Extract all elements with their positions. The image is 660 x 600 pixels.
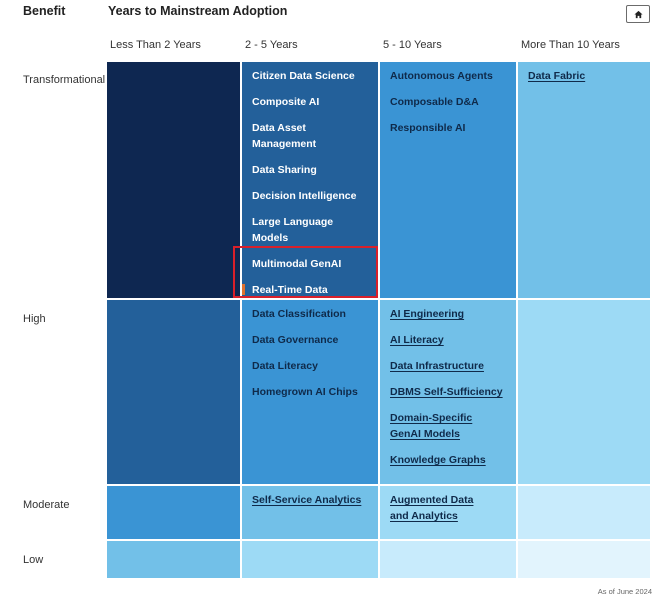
- cell-moderate-5-10-years: Augmented Data and Analytics: [380, 486, 516, 539]
- cell-transformational-2-5-years: Citizen Data Science Composite AI Data Ass…: [242, 62, 378, 298]
- cell-moderate-less-than-2-years: [107, 486, 240, 539]
- cell-high-2-5-years: Data Classification Data Governance Data L…: [242, 300, 378, 484]
- technology-augmented-data-and-analytics[interactable]: Augmented Data and Analytics: [390, 492, 486, 524]
- row-header-high: High: [23, 313, 46, 325]
- technology-data-literacy[interactable]: Data Literacy: [252, 358, 368, 374]
- cell-moderate-more-than-10-years: [518, 486, 650, 539]
- technology-label: Citizen Data Science: [252, 70, 355, 82]
- technology-label: DBMS Self-Sufficiency: [390, 386, 503, 398]
- benefit-axis-title: Benefit: [23, 4, 66, 18]
- home-icon: [633, 10, 643, 18]
- technology-label: Data Asset Management: [252, 122, 317, 150]
- column-header-5-10-years: 5 - 10 Years: [383, 39, 442, 51]
- cell-high-less-than-2-years: [107, 300, 240, 484]
- technology-real-time-data-management[interactable]: Real-Time Data Management: [242, 282, 348, 298]
- technology-composable-danda[interactable]: Composable D&A: [390, 94, 506, 110]
- cell-low-more-than-10-years: [518, 541, 650, 578]
- row-header-moderate: Moderate: [23, 499, 70, 511]
- technology-data-classification[interactable]: Data Classification: [252, 306, 368, 322]
- technology-label: Knowledge Graphs: [390, 454, 486, 466]
- technology-multimodal-genai[interactable]: Multimodal GenAI: [252, 256, 368, 272]
- cell-low-less-than-2-years: [107, 541, 240, 578]
- technology-domain-specific-genai-models[interactable]: Domain-Specific GenAI Models: [390, 410, 506, 442]
- technology-label: Large Language Models: [252, 216, 334, 244]
- technology-label: Data Classification: [252, 308, 346, 320]
- technology-ai-engineering[interactable]: AI Engineering: [390, 306, 506, 322]
- technology-data-governance[interactable]: Data Governance: [252, 332, 368, 348]
- technology-label: AI Literacy: [390, 334, 444, 346]
- as-of-date: As of June 2024: [597, 587, 652, 596]
- cell-moderate-2-5-years: Self-Service Analytics: [242, 486, 378, 539]
- technology-citizen-data-science[interactable]: Citizen Data Science: [252, 68, 368, 84]
- technology-dbms-self-sufficiency[interactable]: DBMS Self-Sufficiency: [390, 384, 506, 400]
- column-header-more-than-10-years: More Than 10 Years: [521, 39, 620, 51]
- technology-label: Augmented Data and Analytics: [390, 494, 474, 522]
- highlight-marker: [242, 284, 245, 295]
- row-header-low: Low: [23, 554, 44, 566]
- technology-label: Composable D&A: [390, 96, 479, 108]
- cell-transformational-less-than-2-years: [107, 62, 240, 298]
- technology-label: Decision Intelligence: [252, 190, 357, 202]
- technology-label: Data Governance: [252, 334, 339, 346]
- technology-label: Responsible AI: [390, 122, 466, 134]
- cell-high-more-than-10-years: [518, 300, 650, 484]
- technology-label: Data Infrastructure: [390, 360, 484, 372]
- technology-large-language-models[interactable]: Large Language Models: [252, 214, 368, 246]
- technology-label: Data Fabric: [528, 70, 586, 82]
- technology-data-sharing[interactable]: Data Sharing: [252, 162, 368, 178]
- technology-homegrown-ai-chips[interactable]: Homegrown AI Chips: [252, 384, 368, 400]
- technology-label: Autonomous Agents: [390, 70, 493, 82]
- cell-high-5-10-years: AI Engineering AI Literacy Data Infrastruc…: [380, 300, 516, 484]
- column-header-less-than-2-years: Less Than 2 Years: [110, 39, 201, 51]
- technology-responsible-ai[interactable]: Responsible AI: [390, 120, 506, 136]
- technology-data-infrastructure[interactable]: Data Infrastructure: [390, 358, 506, 374]
- technology-label: Real-Time Data Management: [252, 284, 328, 296]
- technology-label: Homegrown AI Chips: [252, 386, 358, 398]
- technology-label: Composite AI: [252, 96, 320, 108]
- adoption-axis-title: Years to Mainstream Adoption: [108, 4, 288, 18]
- technology-data-asset-management[interactable]: Data Asset Management: [252, 120, 368, 152]
- technology-label: Multimodal GenAI: [252, 258, 342, 270]
- technology-label: Domain-Specific GenAI Models: [390, 412, 473, 440]
- technology-decision-intelligence[interactable]: Decision Intelligence: [252, 188, 368, 204]
- technology-knowledge-graphs[interactable]: Knowledge Graphs: [390, 452, 506, 468]
- technology-label: Data Sharing: [252, 164, 317, 176]
- cell-low-5-10-years: [380, 541, 516, 578]
- row-header-transformational: Transformational: [23, 74, 106, 86]
- technology-composite-ai[interactable]: Composite AI: [252, 94, 368, 110]
- cell-transformational-5-10-years: Autonomous Agents Composable D&A Responsib…: [380, 62, 516, 298]
- technology-autonomous-agents[interactable]: Autonomous Agents: [390, 68, 506, 84]
- technology-self-service-analytics[interactable]: Self-Service Analytics: [252, 492, 368, 508]
- technology-ai-literacy[interactable]: AI Literacy: [390, 332, 506, 348]
- home-button[interactable]: [626, 5, 650, 23]
- technology-label: Self-Service Analytics: [252, 494, 362, 506]
- column-header-2-5-years: 2 - 5 Years: [245, 39, 298, 51]
- cell-transformational-more-than-10-years: Data Fabric: [518, 62, 650, 298]
- technology-label: AI Engineering: [390, 308, 465, 320]
- technology-data-fabric[interactable]: Data Fabric: [528, 68, 640, 84]
- cell-low-2-5-years: [242, 541, 378, 578]
- technology-label: Data Literacy: [252, 360, 318, 372]
